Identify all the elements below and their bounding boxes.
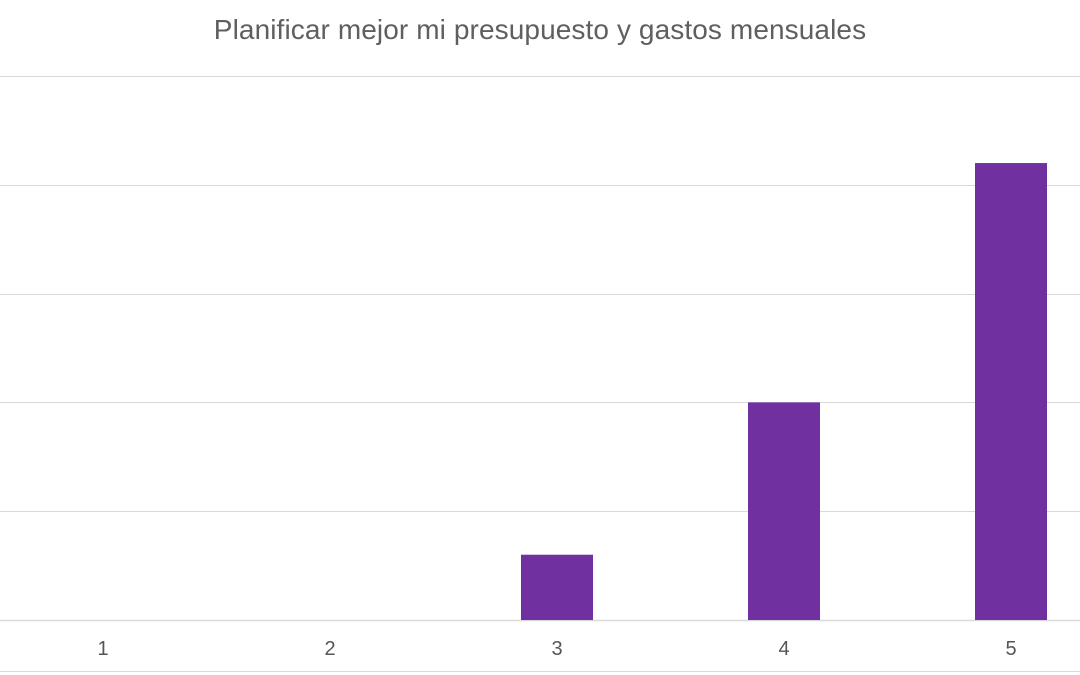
- bars: [521, 163, 1047, 621]
- x-tick-label-5: 5: [1005, 638, 1016, 660]
- x-tick-label-2: 2: [324, 638, 335, 660]
- bar-4: [748, 402, 820, 620]
- x-tick-label-1: 1: [97, 638, 108, 660]
- bar-3: [521, 554, 593, 620]
- x-tick-labels: 1 2 3 4 5: [97, 638, 1016, 660]
- chart-title: Planificar mejor mi presupuesto y gastos…: [213, 14, 867, 45]
- bar-5: [975, 163, 1047, 621]
- x-tick-label-4: 4: [778, 638, 789, 660]
- x-tick-label-3: 3: [551, 638, 562, 660]
- gridlines: [0, 76, 1080, 672]
